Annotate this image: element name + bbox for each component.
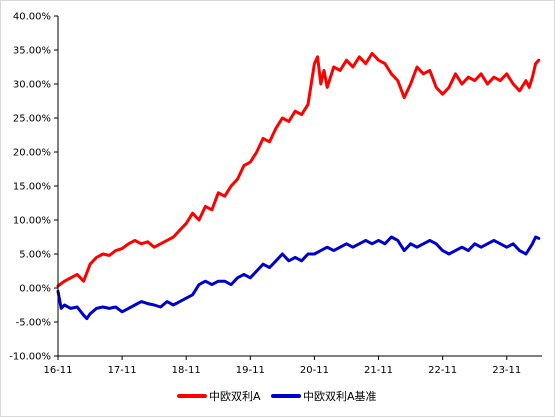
x-tick-label: 16-11 xyxy=(43,365,72,376)
y-tick-label: 15.00% xyxy=(13,182,51,193)
x-tick-label: 20-11 xyxy=(300,365,329,376)
x-tick-label: 17-11 xyxy=(108,365,137,376)
x-tick-label: 21-11 xyxy=(364,365,393,376)
y-tick-label: 25.00% xyxy=(13,114,51,125)
y-axis-ticks: -10.00% -5.00% 0.00% 5.00% 10.00% 15.00% 20.00… xyxy=(9,12,58,363)
series-line-0 xyxy=(56,51,541,288)
series-line-1 xyxy=(56,235,541,321)
y-tick-label: 10.00% xyxy=(13,216,51,227)
x-tick-label: 18-11 xyxy=(172,365,201,376)
y-tick-label: -10.00% xyxy=(9,352,51,363)
y-tick-label: 20.00% xyxy=(13,148,51,159)
x-tick-label: 22-11 xyxy=(428,365,457,376)
legend: 中欧双利A 中欧双利A基准 xyxy=(177,390,377,403)
y-tick-label: -5.00% xyxy=(16,318,51,329)
x-tick-label: 23-11 xyxy=(492,365,521,376)
y-tick-label: 35.00% xyxy=(13,46,51,57)
x-axis-ticks: 16-11 17-11 18-11 19-11 20-11 21-11 22-11 23-11 xyxy=(43,356,521,376)
legend-label-1: 中欧双利A基准 xyxy=(303,390,377,403)
y-tick-label: 0.00% xyxy=(19,284,51,295)
x-tick-label: 19-11 xyxy=(236,365,265,376)
legend-label-0: 中欧双利A xyxy=(209,390,261,403)
series-layer xyxy=(56,51,541,321)
y-tick-label: 30.00% xyxy=(13,80,51,91)
y-tick-label: 5.00% xyxy=(19,250,51,261)
y-tick-label: 40.00% xyxy=(13,12,51,23)
